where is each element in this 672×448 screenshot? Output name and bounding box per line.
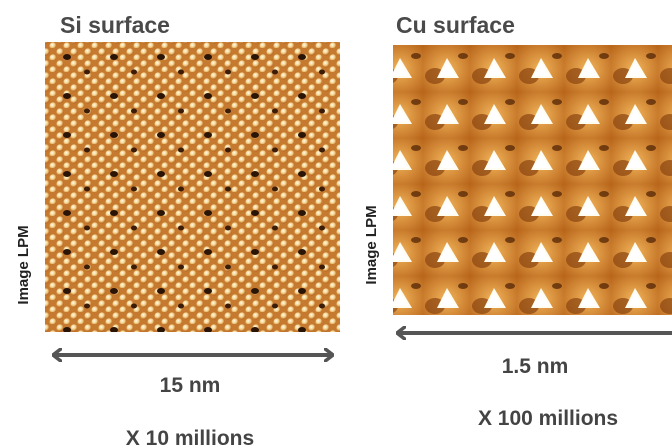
magnification: X 10 millions — [126, 427, 254, 448]
scale-label: 15 nm — [160, 374, 221, 397]
si-image-defects — [45, 42, 340, 332]
side-label: Image LPM — [15, 225, 32, 304]
cu-image — [393, 45, 672, 315]
magnification: X 100 millions — [478, 407, 618, 430]
panel-title: Cu surface — [396, 12, 515, 38]
figure: Si surface Image LPM 15 nm X 10 millions… — [0, 0, 672, 448]
scale-label: 1.5 nm — [502, 355, 569, 378]
panel-title: Si surface — [60, 12, 170, 38]
side-label: Image LPM — [363, 205, 380, 284]
